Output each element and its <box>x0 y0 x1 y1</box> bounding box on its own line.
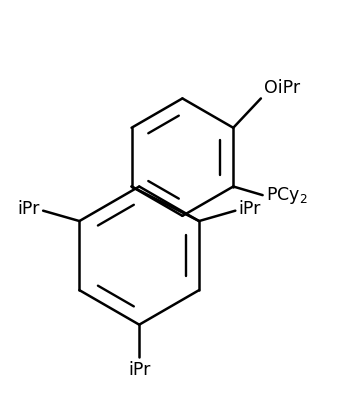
Text: PCy$_2$: PCy$_2$ <box>266 185 307 206</box>
Text: iPr: iPr <box>128 361 151 379</box>
Text: iPr: iPr <box>17 200 40 218</box>
Text: iPr: iPr <box>239 200 261 218</box>
Text: OiPr: OiPr <box>264 79 300 97</box>
